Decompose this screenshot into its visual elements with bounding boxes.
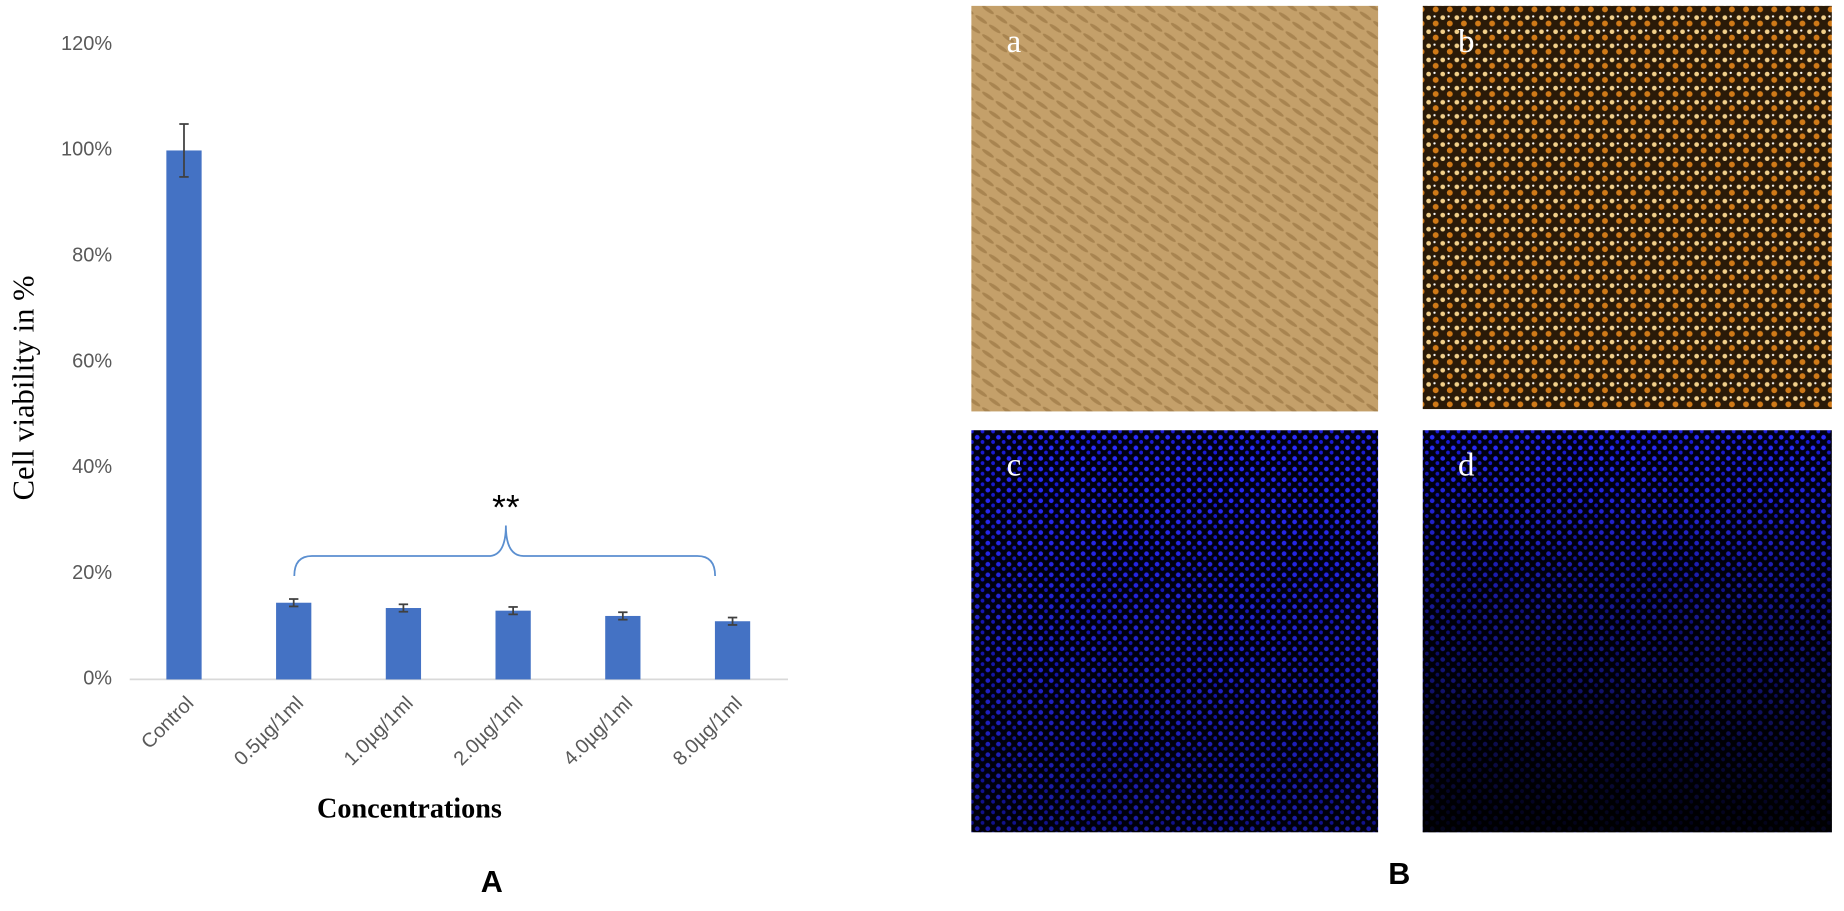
image-label: a (1007, 24, 1022, 60)
y-tick-label: 0% (83, 668, 112, 690)
bar (166, 150, 202, 680)
x-tick-label: 0.5µg/1ml (230, 692, 308, 770)
x-tick-label: Control (137, 692, 198, 753)
x-tick-label: 1.0µg/1ml (340, 692, 418, 770)
x-axis-label: Concentrations (317, 794, 502, 825)
image-label: d (1458, 447, 1475, 483)
x-tick-label: 8.0µg/1ml (669, 692, 747, 770)
error-bar (398, 603, 409, 613)
error-bar (179, 123, 189, 178)
y-tick-label: 40% (72, 456, 112, 478)
image-a (971, 5, 1379, 412)
bar (714, 621, 751, 680)
y-tick-label: 60% (72, 350, 112, 372)
bar (605, 615, 641, 680)
y-tick-label: 20% (72, 562, 112, 584)
plot: 0% 20% 40% 60% 80% 100% 120% Control 0.5µg/1ml 1.… (61, 33, 788, 770)
image-b (1422, 5, 1832, 410)
annotation: ** (492, 488, 520, 527)
bar (385, 608, 422, 680)
x-tick-label: 2.0µg/1ml (450, 692, 528, 770)
bar (276, 602, 312, 680)
y-axis-label: Cell viability in % (6, 275, 40, 500)
panel-label: B (1388, 857, 1410, 891)
x-tick-label: 4.0µg/1ml (559, 692, 637, 770)
panel-label: A (481, 865, 503, 899)
error-bar (508, 606, 518, 616)
error-bar (618, 611, 628, 621)
bar (495, 610, 531, 680)
brace (293, 525, 716, 576)
y-tick-label: 100% (61, 139, 112, 161)
image-label: b (1458, 24, 1474, 60)
y-tick-label: 120% (61, 33, 112, 55)
image-c-shade (971, 430, 1379, 833)
y-tick-label: 80% (72, 245, 112, 267)
error-bar (289, 598, 299, 608)
image-label: c (1007, 447, 1022, 483)
error-bar (727, 616, 738, 626)
image-d-shade (1422, 430, 1832, 833)
